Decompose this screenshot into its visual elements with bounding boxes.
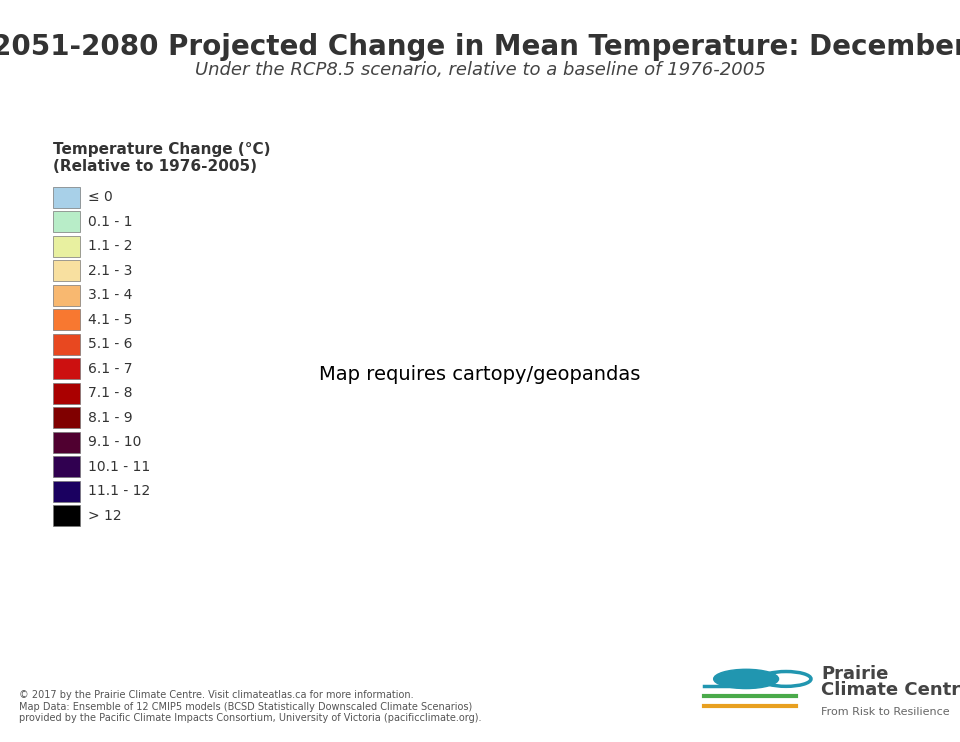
Text: 5.1 - 6: 5.1 - 6: [88, 338, 132, 352]
Text: Climate Centre: Climate Centre: [821, 681, 960, 699]
Text: 9.1 - 10: 9.1 - 10: [88, 436, 141, 450]
Text: From Risk to Resilience: From Risk to Resilience: [821, 707, 949, 718]
Circle shape: [713, 669, 779, 689]
Text: 11.1 - 12: 11.1 - 12: [88, 485, 150, 499]
Text: Temperature Change (°C)
(Relative to 1976-2005): Temperature Change (°C) (Relative to 197…: [53, 142, 271, 174]
Text: 6.1 - 7: 6.1 - 7: [88, 362, 132, 376]
Text: > 12: > 12: [88, 509, 122, 523]
Text: © 2017 by the Prairie Climate Centre. Visit climateatlas.ca for more information: © 2017 by the Prairie Climate Centre. Vi…: [19, 690, 482, 723]
Text: 1.1 - 2: 1.1 - 2: [88, 240, 132, 254]
Text: 2051-2080 Projected Change in Mean Temperature: December: 2051-2080 Projected Change in Mean Tempe…: [0, 33, 960, 62]
Text: Under the RCP8.5 scenario, relative to a baseline of 1976-2005: Under the RCP8.5 scenario, relative to a…: [195, 61, 765, 79]
Text: 10.1 - 11: 10.1 - 11: [88, 460, 150, 474]
Text: Map requires cartopy/geopandas: Map requires cartopy/geopandas: [320, 365, 640, 384]
Text: 4.1 - 5: 4.1 - 5: [88, 313, 132, 327]
Text: 2.1 - 3: 2.1 - 3: [88, 264, 132, 278]
Text: ≤ 0: ≤ 0: [88, 191, 112, 205]
Text: 7.1 - 8: 7.1 - 8: [88, 387, 132, 401]
Text: 3.1 - 4: 3.1 - 4: [88, 289, 132, 303]
Text: 0.1 - 1: 0.1 - 1: [88, 215, 132, 229]
Text: Prairie: Prairie: [821, 665, 888, 683]
Text: 8.1 - 9: 8.1 - 9: [88, 411, 132, 425]
